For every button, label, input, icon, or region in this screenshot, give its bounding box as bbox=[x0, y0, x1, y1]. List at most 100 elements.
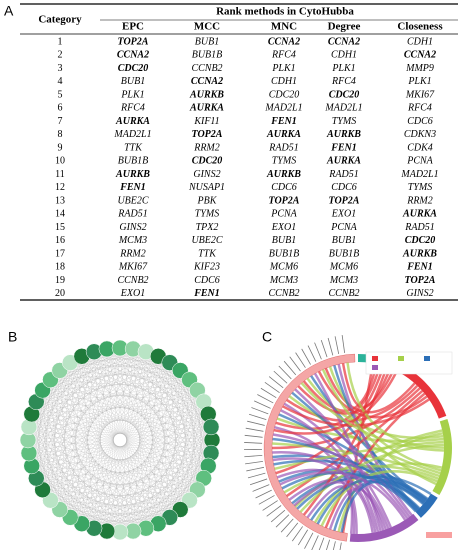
gene-tick bbox=[280, 518, 294, 533]
edge bbox=[94, 439, 213, 529]
gene-cell: CDC20 bbox=[192, 156, 223, 167]
panel-label: B bbox=[8, 329, 17, 345]
edge bbox=[81, 356, 121, 533]
edge bbox=[31, 379, 190, 415]
edge bbox=[42, 390, 170, 518]
edge bbox=[31, 465, 204, 479]
edge bbox=[94, 351, 198, 391]
legend-box bbox=[365, 351, 453, 375]
edge bbox=[169, 370, 181, 518]
edge bbox=[50, 379, 134, 532]
gene-cell: RAD51 bbox=[268, 142, 298, 153]
gene-cell: PLK1 bbox=[271, 63, 295, 74]
gene-cell: BUB1 bbox=[195, 36, 219, 47]
edge bbox=[93, 413, 209, 529]
edge bbox=[59, 370, 71, 518]
column-header: MNC bbox=[271, 21, 297, 33]
gene-tick bbox=[245, 460, 263, 465]
category-cell: 18 bbox=[55, 262, 65, 273]
gene-tick bbox=[255, 489, 272, 499]
gene-cell: GINS2 bbox=[119, 222, 146, 233]
gene-cell: MCM3 bbox=[329, 275, 358, 286]
gene-cell: UBE2C bbox=[117, 195, 148, 206]
gene-cell: BUB1B bbox=[192, 50, 223, 61]
edge bbox=[119, 347, 181, 510]
edge bbox=[70, 362, 108, 532]
edge bbox=[27, 439, 204, 479]
edge bbox=[106, 348, 190, 501]
edge bbox=[28, 348, 108, 454]
gene-tick bbox=[283, 360, 297, 376]
edge bbox=[31, 362, 170, 415]
gene-cell: CCNB2 bbox=[117, 275, 148, 286]
gene-cell: CDC6 bbox=[407, 116, 433, 127]
edge bbox=[27, 439, 95, 529]
edge bbox=[31, 362, 170, 467]
edge bbox=[50, 465, 209, 501]
edge bbox=[81, 347, 121, 524]
gene-cell: MCM6 bbox=[269, 262, 298, 273]
gene-tick bbox=[247, 420, 265, 426]
column-header: Category bbox=[38, 14, 82, 26]
edge bbox=[106, 348, 212, 428]
edge bbox=[169, 362, 209, 466]
edge bbox=[93, 351, 108, 532]
edge bbox=[59, 362, 71, 510]
gene-cell: AURKB bbox=[326, 129, 361, 140]
edge bbox=[36, 370, 181, 479]
edge bbox=[42, 362, 170, 391]
ribbon bbox=[337, 363, 413, 516]
edge bbox=[59, 351, 95, 510]
gene-cell: CDC6 bbox=[194, 275, 220, 286]
gene-cell: CDC6 bbox=[331, 182, 357, 193]
edge bbox=[106, 362, 170, 532]
gene-tick bbox=[326, 539, 330, 550]
edge bbox=[50, 500, 181, 510]
gene-tick bbox=[244, 454, 263, 458]
edge bbox=[42, 379, 51, 490]
edge bbox=[28, 426, 134, 532]
edge bbox=[28, 426, 82, 524]
edge bbox=[42, 390, 121, 533]
category-cell: 17 bbox=[55, 248, 65, 259]
edge bbox=[145, 439, 213, 529]
edge bbox=[27, 401, 204, 441]
edge bbox=[27, 439, 170, 518]
edge bbox=[42, 390, 71, 518]
gene-tick bbox=[341, 335, 346, 353]
edge bbox=[70, 348, 108, 518]
gene-cell: TOP2A bbox=[192, 129, 223, 140]
edge bbox=[59, 370, 204, 479]
edge bbox=[158, 362, 170, 524]
edge bbox=[28, 370, 181, 454]
edge bbox=[81, 401, 204, 524]
edge bbox=[36, 348, 134, 479]
gene-cell: PCNA bbox=[270, 209, 297, 220]
edge bbox=[42, 390, 95, 529]
edge bbox=[31, 413, 190, 501]
ribbon bbox=[297, 369, 395, 415]
category-cell: 19 bbox=[55, 275, 65, 286]
edge bbox=[50, 356, 159, 380]
edge bbox=[36, 401, 134, 532]
edge bbox=[70, 465, 209, 518]
edge bbox=[169, 390, 198, 518]
gene-tick bbox=[275, 514, 290, 528]
edge bbox=[145, 370, 181, 529]
edge bbox=[158, 356, 190, 501]
gene-cell: BUB1B bbox=[329, 248, 360, 259]
edge bbox=[81, 379, 190, 524]
edge bbox=[93, 351, 198, 490]
legend-swatch bbox=[424, 356, 430, 361]
edge bbox=[28, 452, 198, 490]
edge bbox=[42, 347, 121, 490]
edge bbox=[42, 351, 95, 490]
gene-tick bbox=[320, 339, 328, 358]
category-cell: 12 bbox=[55, 182, 65, 193]
edge bbox=[189, 379, 198, 490]
edge bbox=[50, 356, 159, 501]
edge bbox=[36, 356, 82, 479]
edge bbox=[31, 413, 147, 529]
gene-cell: RRM2 bbox=[193, 142, 220, 153]
edge bbox=[145, 414, 209, 529]
